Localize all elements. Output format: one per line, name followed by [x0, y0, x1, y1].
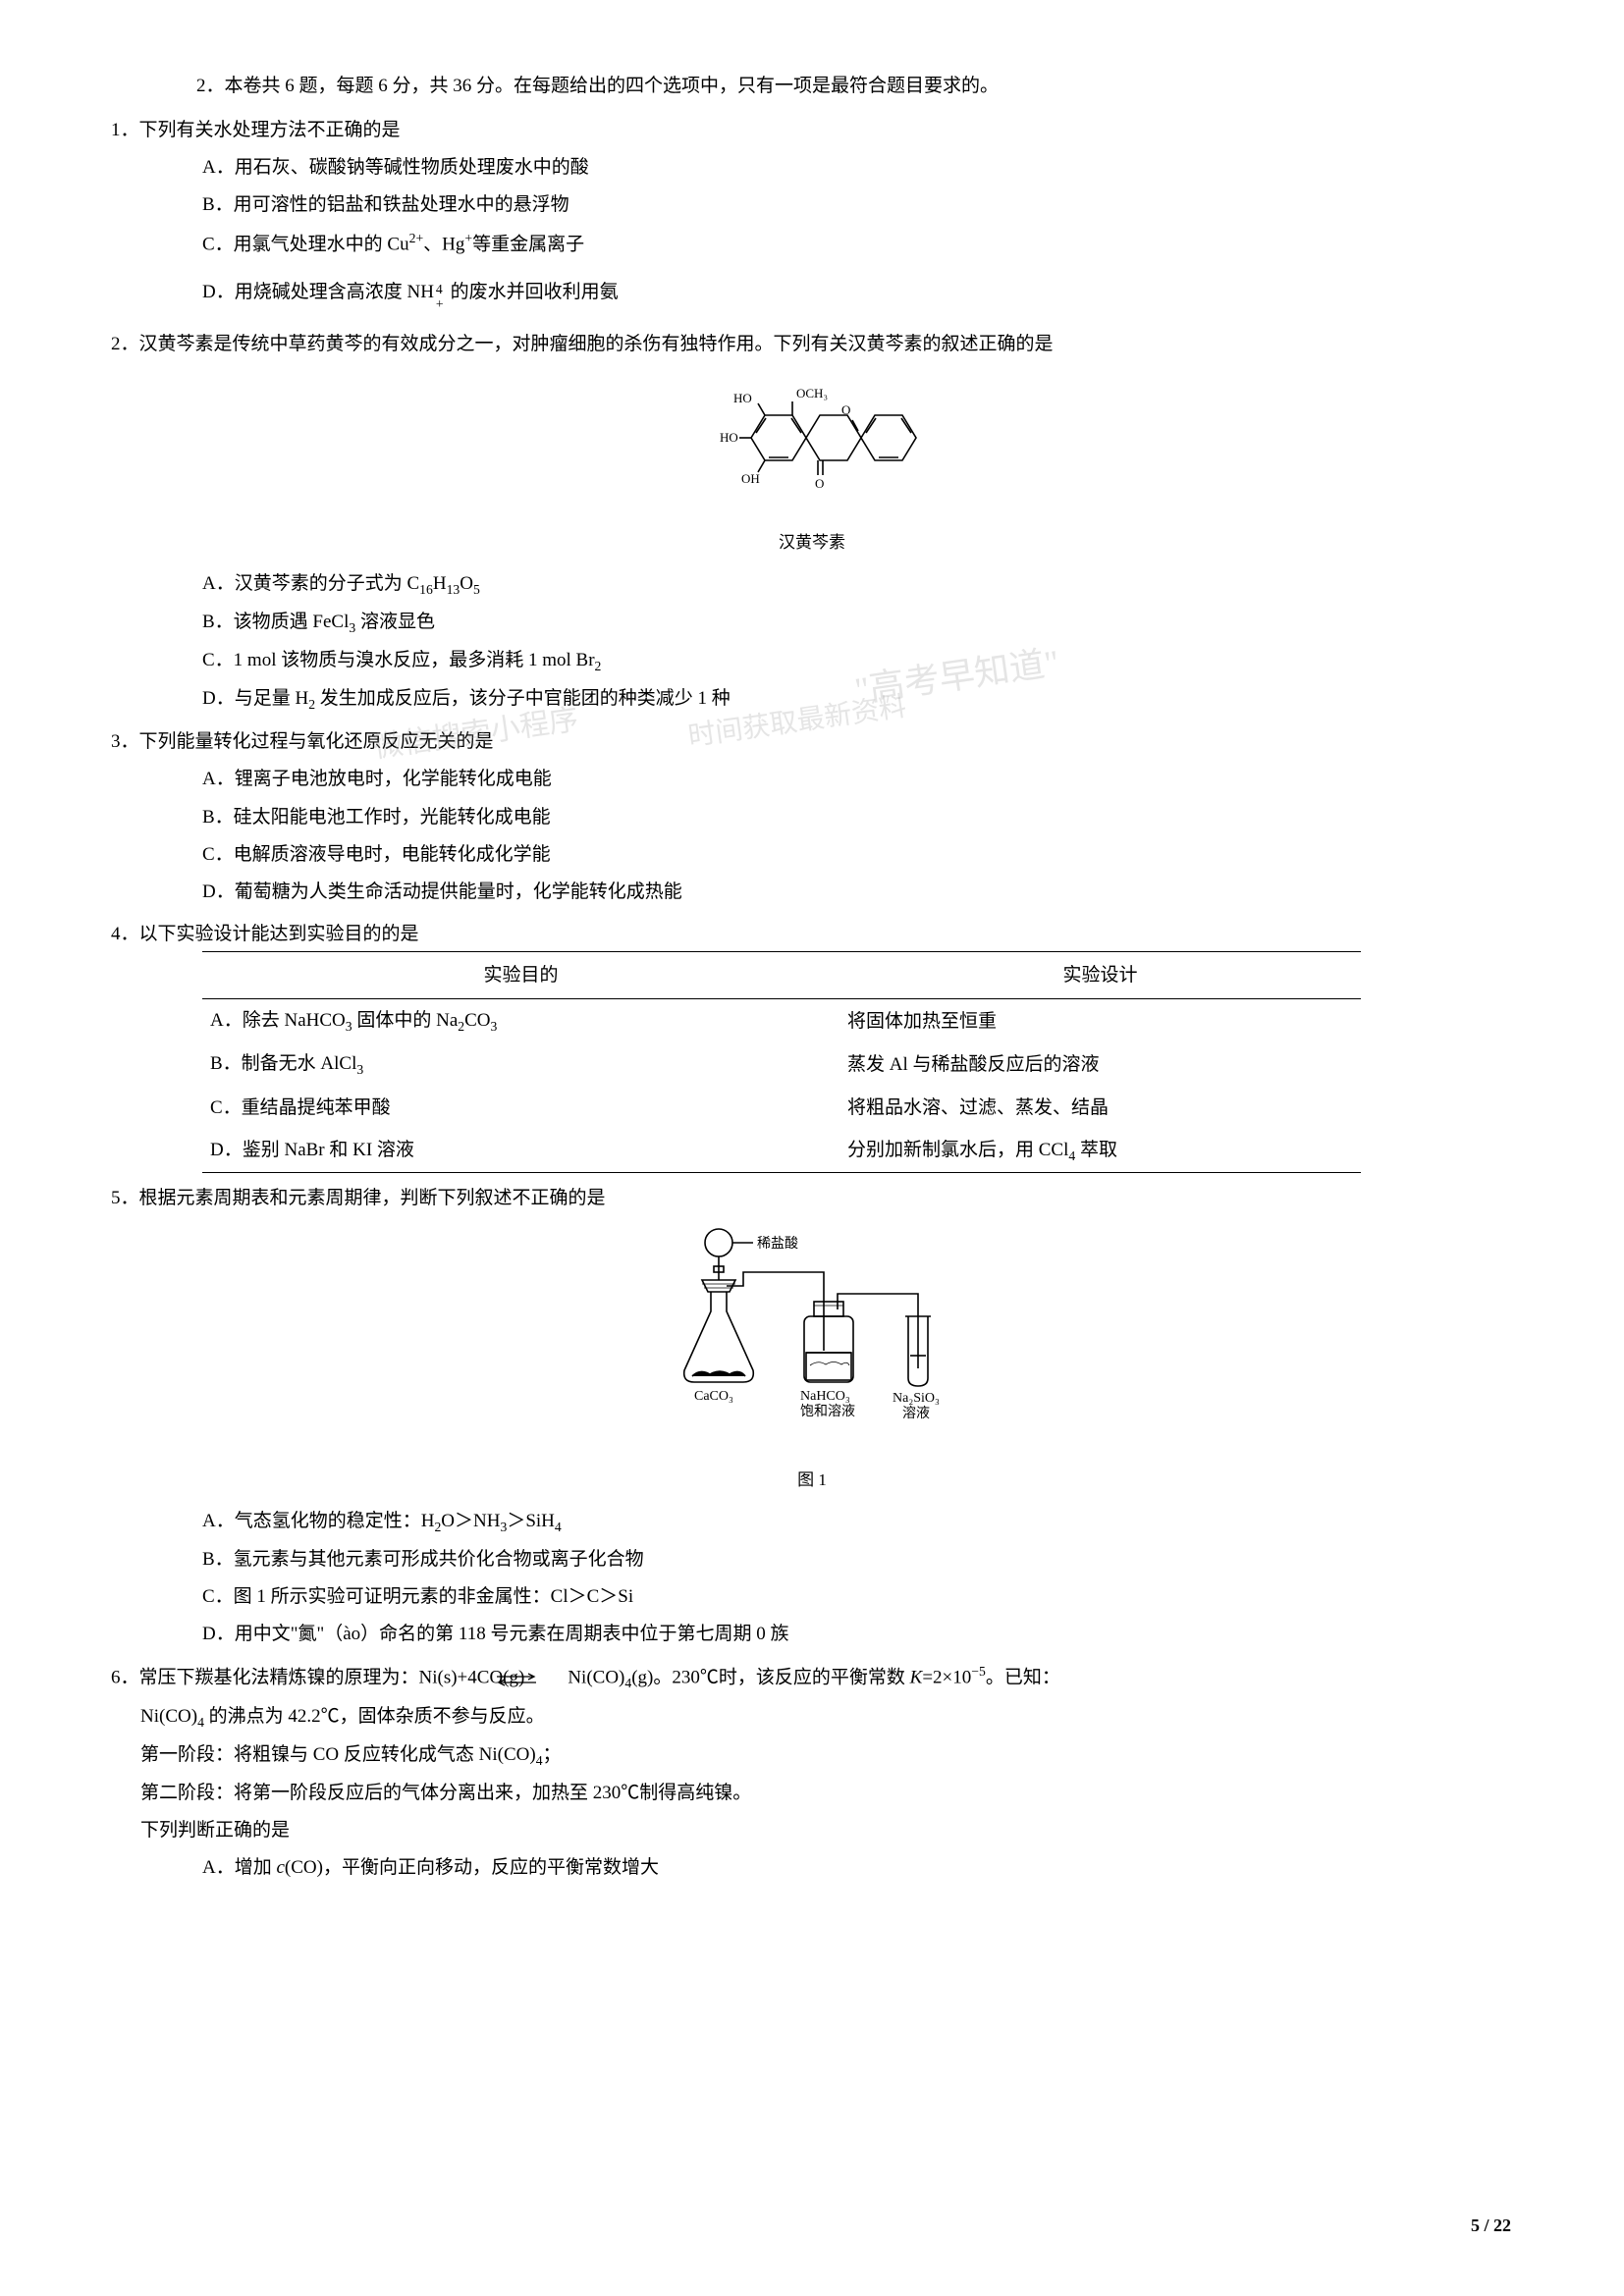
q4-row-d: D．鉴别 NaBr 和 KI 溶液 分别加新制氯水后，用 CCl4 萃取	[202, 1129, 1361, 1173]
question-2: 2．汉黄芩素是传统中草药黄芩的有效成分之一，对肿瘤细胞的杀伤有独特作用。下列有关…	[108, 327, 1516, 717]
q2-option-d: D．与足量 H2 发生加成反应后，该分子中官能团的种类减少 1 种	[202, 681, 1516, 717]
q4-row-c: C．重结晶提纯苯甲酸 将粗品水溶、过滤、蒸发、结晶	[202, 1087, 1361, 1129]
q2-option-c: C．1 mol 该物质与溴水反应，最多消耗 1 mol Br2	[202, 643, 1516, 678]
q6-judge: 下列判断正确的是	[108, 1813, 1516, 1847]
exam-instruction: 2．本卷共 6 题，每题 6 分，共 36 分。在每题给出的四个选项中，只有一项…	[108, 69, 1516, 103]
question-4: 4．以下实验设计能达到实验目的的是 实验目的 实验设计 A．除去 NaHCO3 …	[108, 917, 1516, 1173]
q1-option-d: D．用烧碱处理含高浓度 NH+4 的废水并回收利用氨	[202, 275, 1516, 309]
q4-header-right: 实验设计	[839, 952, 1361, 999]
svg-text:O: O	[841, 402, 850, 417]
q5-option-a: A．气态氢化物的稳定性：H2O＞NH3＞SiH4	[202, 1504, 1516, 1539]
page-number: 5 / 22	[1471, 2210, 1511, 2242]
equilibrium-arrows-icon	[524, 1661, 568, 1695]
q3-stem: 3．下列能量转化过程与氧化还原反应无关的是	[111, 724, 1516, 759]
q5-option-d: D．用中文"鿫"（ào）命名的第 118 号元素在周期表中位于第七周期 0 族	[202, 1617, 1516, 1651]
q2-option-a: A．汉黄芩素的分子式为 C16H13O5	[202, 566, 1516, 602]
svg-text:O: O	[815, 476, 824, 491]
q1-option-a: A．用石灰、碳酸钠等碱性物质处理废水中的酸	[202, 150, 1516, 185]
svg-text:HO: HO	[733, 391, 752, 405]
svg-text:Na₂SiO₃: Na₂SiO₃	[893, 1391, 940, 1406]
question-1: 1．下列有关水处理方法不正确的是 A．用石灰、碳酸钠等碱性物质处理废水中的酸 B…	[108, 113, 1516, 309]
molecule-diagram: O O HO OCH₃ HO OH	[704, 369, 920, 511]
svg-text:OCH₃: OCH₃	[796, 386, 828, 400]
q5-figure-label: 图 1	[108, 1465, 1516, 1495]
q5-option-b: B．氢元素与其他元素可形成共价化合物或离子化合物	[202, 1542, 1516, 1576]
q2-figure: O O HO OCH₃ HO OH 汉黄芩素	[108, 369, 1516, 559]
q6-stage-2: 第二阶段：将第一阶段反应后的气体分离出来，加热至 230℃制得高纯镍。	[108, 1776, 1516, 1810]
apparatus-diagram: 稀盐酸 CaCO₃ NaHCO₃ 饱和溶液	[645, 1223, 979, 1449]
q6-option-a: A．增加 c(CO)，平衡向正向移动，反应的平衡常数增大	[202, 1850, 1516, 1885]
svg-text:饱和溶液: 饱和溶液	[800, 1404, 855, 1419]
q5-figure: 稀盐酸 CaCO₃ NaHCO₃ 饱和溶液	[108, 1223, 1516, 1496]
q6-line-2: Ni(CO)4 的沸点为 42.2℃，固体杂质不参与反应。	[108, 1699, 1516, 1735]
q4-header-left: 实验目的	[202, 952, 839, 999]
svg-text:溶液: 溶液	[902, 1406, 930, 1421]
q3-option-d: D．葡萄糖为人类生命活动提供能量时，化学能转化成热能	[202, 875, 1516, 909]
q3-option-c: C．电解质溶液导电时，电能转化成化学能	[202, 837, 1516, 872]
q2-figure-label: 汉黄芩素	[108, 527, 1516, 558]
q4-row-a: A．除去 NaHCO3 固体中的 Na2CO3 将固体加热至恒重	[202, 999, 1361, 1043]
q1-option-c: C．用氯气处理水中的 Cu2+、Hg+等重金属离子	[202, 226, 1516, 261]
q1-stem: 1．下列有关水处理方法不正确的是	[111, 113, 1516, 147]
q4-row-b: B．制备无水 AlCl3 蒸发 Al 与稀盐酸反应后的溶液	[202, 1042, 1361, 1086]
q4-stem: 4．以下实验设计能达到实验目的的是	[111, 917, 1516, 951]
q4-table: 实验目的 实验设计 A．除去 NaHCO3 固体中的 Na2CO3 将固体加热至…	[202, 951, 1361, 1173]
q2-stem: 2．汉黄芩素是传统中草药黄芩的有效成分之一，对肿瘤细胞的杀伤有独特作用。下列有关…	[111, 327, 1516, 361]
q5-stem: 5．根据元素周期表和元素周期律，判断下列叙述不正确的是	[111, 1181, 1516, 1215]
svg-text:稀盐酸: 稀盐酸	[757, 1236, 798, 1252]
question-3: 3．下列能量转化过程与氧化还原反应无关的是 A．锂离子电池放电时，化学能转化成电…	[108, 724, 1516, 909]
svg-text:HO: HO	[720, 430, 738, 445]
svg-text:OH: OH	[741, 471, 760, 486]
q1-option-b: B．用可溶性的铝盐和铁盐处理水中的悬浮物	[202, 187, 1516, 222]
question-6: 6．常压下羰基化法精炼镍的原理为：Ni(s)+4CO(g)Ni(CO)4(g)。…	[108, 1659, 1516, 1885]
q2-option-b: B．该物质遇 FeCl3 溶液显色	[202, 605, 1516, 640]
q6-stem: 6．常压下羰基化法精炼镍的原理为：Ni(s)+4CO(g)Ni(CO)4(g)。…	[111, 1659, 1516, 1696]
q5-option-c: C．图 1 所示实验可证明元素的非金属性：Cl＞C＞Si	[202, 1579, 1516, 1614]
svg-text:NaHCO₃: NaHCO₃	[800, 1389, 850, 1404]
svg-text:CaCO₃: CaCO₃	[694, 1389, 733, 1404]
q6-stage-1: 第一阶段：将粗镍与 CO 反应转化成气态 Ni(CO)4；	[108, 1737, 1516, 1773]
q3-option-a: A．锂离子电池放电时，化学能转化成电能	[202, 762, 1516, 796]
question-5: 5．根据元素周期表和元素周期律，判断下列叙述不正确的是 稀盐酸 CaCO₃	[108, 1181, 1516, 1651]
q3-option-b: B．硅太阳能电池工作时，光能转化成电能	[202, 800, 1516, 834]
